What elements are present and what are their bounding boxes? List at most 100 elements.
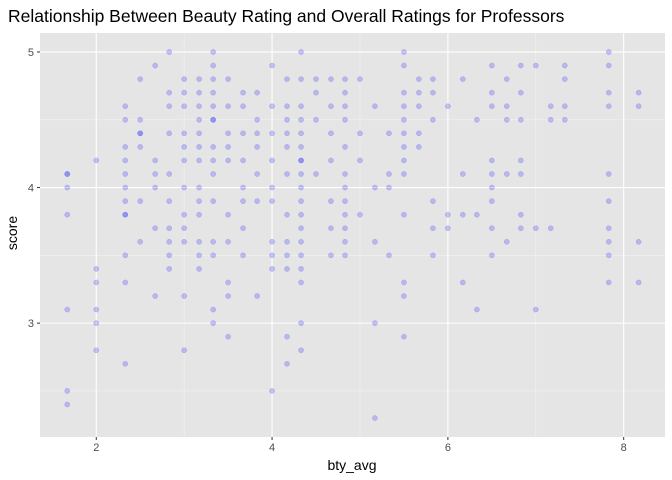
- data-point: [269, 238, 275, 245]
- data-point: [401, 279, 407, 286]
- data-point: [269, 103, 275, 110]
- data-point: [489, 171, 495, 177]
- data-point: [342, 225, 348, 232]
- data-point: [137, 76, 144, 82]
- data-point: [401, 62, 407, 69]
- data-point: [254, 130, 260, 137]
- x-axis-title: bty_avg: [327, 457, 376, 473]
- data-point: [64, 171, 71, 177]
- data-point: [518, 225, 524, 232]
- data-point: [181, 293, 187, 299]
- data-point: [181, 103, 187, 110]
- data-point: [181, 225, 187, 232]
- data-point: [328, 252, 334, 259]
- data-point: [313, 116, 319, 123]
- data-point: [181, 184, 187, 191]
- data-point: [269, 388, 275, 394]
- data-point: [181, 144, 187, 150]
- y-tick-label: 4: [28, 183, 34, 195]
- data-point: [210, 198, 216, 204]
- data-point: [166, 238, 173, 245]
- data-point: [240, 225, 246, 232]
- data-point: [474, 306, 480, 313]
- data-point: [298, 157, 304, 164]
- data-point: [225, 238, 231, 245]
- data-point: [284, 171, 290, 177]
- data-point: [152, 293, 158, 299]
- data-point: [635, 238, 642, 245]
- data-point: [372, 415, 378, 421]
- data-point: [313, 76, 319, 82]
- data-point: [561, 76, 568, 82]
- y-tick-label: 5: [28, 47, 34, 59]
- data-point: [445, 225, 451, 232]
- data-point: [328, 76, 334, 82]
- data-point: [298, 225, 304, 232]
- data-point: [284, 103, 290, 110]
- data-point: [225, 333, 231, 340]
- data-point: [342, 238, 348, 245]
- data-point: [122, 157, 129, 164]
- data-point: [357, 76, 363, 82]
- data-point: [166, 130, 173, 137]
- data-point: [372, 238, 378, 245]
- data-point: [240, 157, 246, 164]
- data-point: [605, 198, 612, 204]
- data-point: [64, 401, 71, 408]
- data-point: [152, 225, 158, 232]
- data-point: [284, 360, 290, 367]
- data-point: [93, 347, 100, 354]
- data-point: [225, 76, 231, 82]
- data-point: [605, 103, 612, 110]
- grid-minor: [40, 33, 665, 437]
- data-point: [137, 198, 144, 204]
- data-point: [386, 130, 392, 137]
- data-point: [298, 347, 304, 354]
- data-point: [269, 266, 275, 272]
- data-point: [137, 130, 144, 137]
- data-point: [93, 279, 100, 286]
- data-point: [518, 62, 524, 69]
- data-point: [122, 171, 129, 177]
- data-point: [284, 252, 290, 259]
- data-point: [357, 157, 363, 164]
- data-point: [210, 49, 216, 55]
- data-point: [401, 116, 407, 123]
- data-point: [93, 306, 100, 313]
- data-point: [445, 211, 451, 218]
- data-point: [254, 116, 260, 123]
- data-point: [430, 198, 436, 204]
- data-point: [137, 116, 144, 123]
- data-point: [64, 171, 71, 177]
- data-point: [503, 238, 510, 245]
- data-point: [225, 211, 231, 218]
- data-point: [605, 238, 612, 245]
- data-point: [210, 116, 216, 123]
- data-point: [240, 130, 246, 137]
- y-axis-title: score: [4, 216, 20, 250]
- plot-panel: [40, 33, 665, 437]
- data-point: [342, 116, 348, 123]
- data-point: [503, 103, 510, 110]
- data-point: [430, 89, 436, 96]
- data-point: [298, 266, 304, 272]
- data-point: [210, 76, 216, 82]
- data-point: [401, 130, 407, 137]
- data-point: [181, 211, 187, 218]
- data-point: [342, 103, 348, 110]
- data-point: [166, 49, 173, 55]
- data-point: [547, 103, 554, 110]
- data-point: [196, 238, 202, 245]
- data-point: [605, 89, 612, 96]
- data-point: [386, 171, 392, 177]
- data-point: [401, 171, 407, 177]
- data-point: [284, 144, 290, 150]
- data-point: [254, 171, 260, 177]
- data-point: [328, 130, 334, 137]
- data-point: [342, 76, 348, 82]
- data-point: [605, 252, 612, 259]
- data-point: [401, 333, 407, 340]
- data-point: [298, 279, 304, 286]
- data-point: [313, 171, 319, 177]
- data-point: [210, 144, 216, 150]
